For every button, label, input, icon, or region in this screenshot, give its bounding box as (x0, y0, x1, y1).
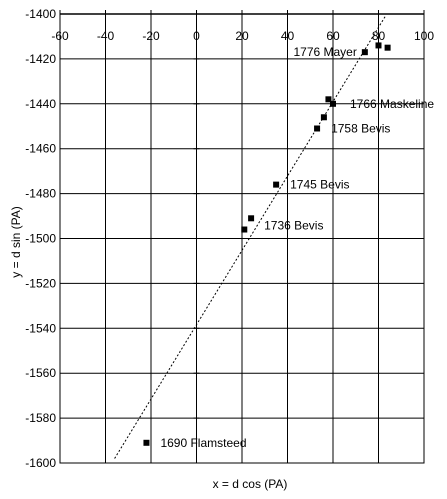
y-tick-label: -1460 (25, 142, 56, 156)
point-annotation: 1758 Bevis (331, 121, 390, 135)
x-tick-label: 20 (235, 29, 249, 43)
y-tick-label: -1600 (25, 456, 56, 470)
data-point (375, 42, 382, 49)
y-axis-label: y = d sin (PA) (9, 206, 23, 277)
y-tick-label: -1580 (25, 411, 56, 425)
x-tick-label: -60 (51, 29, 69, 43)
data-point (330, 100, 336, 107)
data-point (143, 439, 150, 446)
point-annotation: 1776 Mayer (293, 45, 356, 59)
data-point (273, 181, 280, 188)
x-tick-labels: -60 -40 -20 0 20 40 60 80 100 (51, 29, 434, 43)
data-point (361, 49, 368, 56)
x-tick-label: 60 (326, 29, 340, 43)
point-annotation: 1745 Bevis (290, 178, 349, 192)
x-tick-label: 80 (372, 29, 386, 43)
plot-frame (59, 13, 425, 464)
x-tick-label: 40 (281, 29, 295, 43)
y-tick-label: -1420 (25, 52, 56, 66)
data-point (325, 96, 332, 103)
x-tick-label: -20 (142, 29, 160, 43)
data-points (143, 42, 391, 446)
y-tick-labels: -1400 -1420 -1440 -1460 -1480 -1500 -1520 -1540… (25, 7, 56, 470)
data-point (384, 44, 391, 51)
x-tick-label: 0 (193, 29, 200, 43)
y-tick-label: -1560 (25, 366, 56, 380)
x-tick-label: -40 (97, 29, 115, 43)
x-axis-label: x = d cos (PA) (213, 477, 288, 491)
trendline (114, 15, 386, 459)
x-tick-label: 100 (414, 29, 434, 43)
trendline-group (114, 15, 386, 459)
data-point (248, 215, 255, 222)
grid-lines (59, 10, 425, 464)
y-tick-label: -1500 (25, 232, 56, 246)
y-tick-label: -1400 (25, 7, 56, 21)
y-tick-label: -1520 (25, 276, 56, 290)
point-annotation: 1690 Flamsteed (160, 436, 246, 450)
data-point (314, 125, 321, 132)
point-annotations: 1690 Flamsteed 1736 Bevis 1745 Bevis 1758 B… (160, 45, 434, 450)
data-point (320, 114, 327, 121)
data-point (241, 226, 248, 233)
point-annotation: 1766 Maskeline (350, 97, 434, 111)
point-annotation: 1736 Bevis (264, 218, 323, 232)
y-tick-label: -1480 (25, 187, 56, 201)
y-tick-label: -1540 (25, 321, 56, 335)
y-tick-label: -1440 (25, 97, 56, 111)
